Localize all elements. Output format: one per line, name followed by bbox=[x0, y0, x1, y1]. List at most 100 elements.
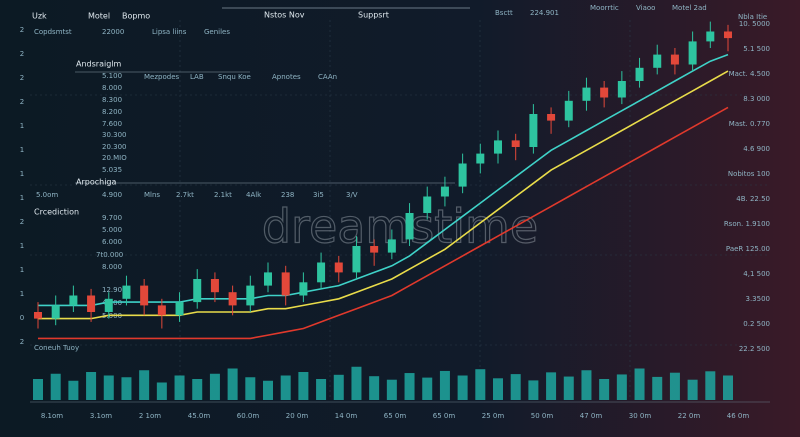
panel-label: 238 bbox=[281, 191, 294, 199]
candle-body bbox=[670, 54, 679, 65]
candle-body bbox=[34, 312, 42, 319]
edge-label: 1 bbox=[20, 242, 24, 250]
panel-label: 5.000 bbox=[102, 226, 122, 234]
volume-bar bbox=[528, 380, 539, 400]
panel-label: 12.900 bbox=[102, 286, 127, 294]
volume-bar bbox=[475, 369, 486, 400]
top-bar-label: Motel bbox=[88, 12, 110, 21]
candle-body bbox=[440, 186, 449, 197]
panel-label: 3/V bbox=[346, 191, 358, 199]
panel-label: Coneuh Tuoy bbox=[34, 344, 79, 352]
panel-label: Crcediction bbox=[34, 208, 79, 217]
volume-bar bbox=[121, 377, 132, 400]
edge-label: 2 bbox=[20, 338, 24, 346]
right-label: 4.6 900 bbox=[743, 145, 770, 153]
candle-body bbox=[281, 272, 290, 296]
edge-label: 0 bbox=[20, 314, 24, 322]
moving-average bbox=[38, 70, 729, 320]
x-tick-label: 25 0m bbox=[482, 412, 505, 420]
candle-body bbox=[529, 114, 538, 147]
volume-bar bbox=[669, 372, 680, 400]
volume-bar bbox=[687, 379, 698, 400]
candle-body bbox=[405, 213, 414, 240]
candle-body bbox=[228, 292, 237, 306]
right-label: 8.3 000 bbox=[743, 95, 770, 103]
panel-label: 30.300 bbox=[102, 131, 127, 139]
x-tick-label: 2 1om bbox=[139, 412, 161, 420]
candle-body bbox=[423, 196, 432, 213]
candle-body bbox=[69, 295, 78, 306]
panel-label: 8.000 bbox=[102, 263, 122, 271]
volume-bar bbox=[422, 377, 433, 400]
candle-body bbox=[352, 246, 361, 273]
candle-body bbox=[370, 246, 379, 253]
watermark: dreamstime bbox=[262, 200, 538, 254]
top-bar-label: Nstos Nov bbox=[264, 11, 305, 20]
panel-label: 5.100 bbox=[102, 72, 122, 80]
volume-bar bbox=[68, 380, 79, 400]
panel-label: 7t0.000 bbox=[96, 251, 123, 259]
edge-label: 1 bbox=[20, 266, 24, 274]
panel-label: Mezpodes bbox=[144, 73, 179, 81]
edge-label: 1 bbox=[20, 194, 24, 202]
top-bar-label: Uzk bbox=[32, 12, 47, 21]
panel-label: 4.900 bbox=[102, 191, 122, 199]
candle-body bbox=[210, 279, 219, 293]
panel-label: Geniles bbox=[204, 28, 230, 36]
panel-label: LAB bbox=[190, 73, 204, 81]
candle-body bbox=[653, 54, 662, 68]
candle-body bbox=[157, 305, 166, 316]
volume-bar bbox=[723, 375, 733, 400]
volume-bar bbox=[616, 374, 627, 400]
volume-bar bbox=[86, 372, 97, 400]
candle-body bbox=[140, 285, 149, 306]
right-label: Mact. 4.500 bbox=[729, 70, 770, 78]
panel-label: Mlns bbox=[144, 191, 160, 199]
edge-label: 2 bbox=[20, 26, 24, 34]
volume-bar bbox=[634, 368, 645, 400]
right-label: 4B. 22.50 bbox=[736, 195, 770, 203]
x-tick-label: 60.0m bbox=[237, 412, 260, 420]
panel-label: 4Alk bbox=[246, 191, 262, 199]
candle-body bbox=[635, 67, 644, 81]
panel-label: Andsraiglm bbox=[76, 60, 122, 69]
panel-label: 2.1kt bbox=[214, 191, 232, 199]
volume-bar bbox=[369, 376, 380, 400]
candle-body bbox=[582, 87, 591, 101]
candle-body bbox=[104, 298, 113, 312]
volume-bar bbox=[280, 375, 291, 400]
candle-body bbox=[87, 295, 96, 312]
volume-bar bbox=[546, 372, 557, 400]
volume-bar bbox=[599, 379, 610, 400]
candle-body bbox=[476, 153, 485, 164]
candle-body bbox=[564, 100, 573, 121]
top-bar-label: 224.901 bbox=[530, 9, 559, 17]
right-label: 22.2 500 bbox=[739, 345, 770, 353]
top-bar-label: Viaoo bbox=[636, 4, 655, 12]
candle-body bbox=[494, 140, 502, 154]
top-bar-label: Bsctt bbox=[495, 9, 513, 17]
candle-body bbox=[600, 87, 609, 98]
x-tick-label: 22 0m bbox=[678, 412, 701, 420]
panel-label: 20.MIO bbox=[102, 154, 127, 162]
right-label: 0.2 500 bbox=[743, 320, 770, 328]
x-tick-label: 50 0m bbox=[531, 412, 554, 420]
panel-label: Copdsmtst bbox=[34, 28, 72, 36]
panel-label: 2.7kt bbox=[176, 191, 194, 199]
panel-label: CAAn bbox=[318, 73, 337, 81]
panel-label: 8.200 bbox=[102, 108, 122, 116]
volume-bar bbox=[493, 378, 503, 400]
volume-bar bbox=[404, 373, 415, 400]
candle-body bbox=[511, 140, 520, 147]
right-label: PaeR 125.00 bbox=[726, 245, 770, 253]
candle-body bbox=[458, 163, 467, 187]
volume-bar bbox=[245, 377, 256, 400]
top-bar-label: Nbla Itie bbox=[738, 13, 767, 21]
panel-label: 7.600 bbox=[102, 120, 122, 128]
volume-bar bbox=[351, 366, 362, 400]
candle-body bbox=[547, 114, 556, 121]
x-tick-label: 20 0m bbox=[286, 412, 309, 420]
volume-bar bbox=[316, 379, 327, 400]
